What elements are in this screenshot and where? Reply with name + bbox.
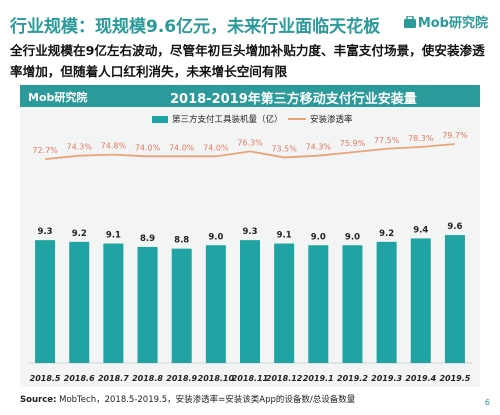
line-value-label: 79.7% (442, 131, 468, 140)
line-value-label: 78.3% (408, 134, 434, 143)
bar-value-label: 9.0 (311, 232, 326, 242)
summary-text: 全行业规模在9亿左右波动，尽管年初巨头增加补贴力度、丰富支付场景，使安装渗透率增… (10, 43, 485, 79)
legend-bar-swatch (152, 115, 168, 123)
line-value-label: 77.5% (374, 136, 400, 145)
source-label: Source: (20, 395, 57, 405)
legend-bar-label: 第三方支付工具装机量（亿） (172, 115, 283, 125)
bar-value-label: 9.1 (277, 231, 292, 241)
bar-value-label: 9.6 (447, 222, 462, 232)
bar-value-label: 8.9 (140, 234, 155, 244)
penetration-rate-line (44, 143, 456, 161)
line-value-label: 72.7% (32, 146, 58, 155)
x-tick-label: 2019.4 (405, 374, 436, 383)
bar (444, 235, 465, 363)
bar (376, 241, 397, 363)
chart-title: 2018-2019年第三方移动支付行业安装量 (170, 92, 417, 107)
line-value-label: 74.3% (306, 143, 332, 152)
bar (240, 240, 260, 363)
bar (35, 240, 56, 363)
chart-panel: Mob研究院 2018-2019年第三方移动支付行业安装量 第三方支付工具装机量… (20, 85, 480, 387)
x-tick-label: 2018.9 (166, 374, 197, 383)
bar (103, 243, 124, 363)
bar-value-label: 9.3 (242, 227, 257, 237)
line-value-label: 75.9% (340, 139, 366, 148)
bar-value-label: 9.4 (413, 225, 428, 235)
chart-canvas: 9.3 2018.5 9.2 2018.6 9.1 2018.7 8.9 2018.8 8.8 2… (28, 131, 472, 383)
x-tick-label: 2019.3 (371, 374, 402, 383)
bar (308, 245, 329, 363)
bar-value-label: 9.2 (379, 229, 394, 239)
line-value-label: 74.0% (135, 143, 161, 152)
bar-value-label: 8.8 (174, 236, 189, 246)
line-value-label: 74.3% (67, 143, 93, 152)
line-value-label: 73.5% (271, 144, 297, 153)
bar-value-label: 9.3 (38, 227, 53, 237)
x-tick-label: 2018.7 (98, 374, 129, 383)
brand-logo: Mob研究院 (403, 12, 488, 31)
line-value-label: 74.8% (101, 142, 127, 151)
page-title: 行业规模：现规模9.6亿元，未来行业面临天花板 (10, 17, 381, 37)
x-tick-label: 2018.6 (64, 374, 95, 383)
x-tick-label: 2019.1 (303, 374, 334, 383)
x-tick-label: 2018.11 (232, 374, 268, 383)
x-tick-label: 2019.2 (337, 374, 368, 383)
bar (205, 245, 226, 363)
bar (137, 246, 158, 363)
x-tick-label: 2018.5 (30, 374, 61, 383)
bar-value-label: 9.1 (106, 231, 121, 241)
legend-bar: 第三方支付工具装机量（亿） (152, 113, 283, 125)
x-tick-label: 2018.8 (132, 374, 163, 383)
x-tick-label: 2019.5 (439, 374, 470, 383)
source-note: Source: MobTech，2018.5-2019.5，安装渗透率=安装该类… (20, 393, 355, 405)
page-number: 6 (484, 398, 490, 407)
line-value-label: 74.0% (203, 143, 229, 152)
bar (342, 245, 363, 363)
legend-line: 安装渗透率 (288, 113, 353, 125)
legend-line-swatch (288, 118, 306, 120)
bar-value-label: 9.0 (208, 232, 223, 242)
source-text: MobTech，2018.5-2019.5，安装渗透率=安装该类App的设备数/… (56, 395, 356, 405)
bar (171, 248, 192, 363)
line-value-label: 76.3% (237, 138, 263, 147)
chart-banner: Mob研究院 2018-2019年第三方移动支付行业安装量 (20, 85, 480, 107)
bar-value-label: 9.2 (72, 229, 87, 239)
bar (69, 241, 90, 363)
banner-brand: Mob研究院 (28, 91, 88, 104)
brand-name: Mob研究院 (417, 16, 488, 31)
mob-logo-icon (403, 15, 416, 28)
x-tick-label: 2018.10 (198, 374, 235, 383)
bar (274, 243, 295, 363)
legend-line-label: 安装渗透率 (310, 115, 353, 125)
bar (410, 238, 431, 363)
bar-value-label: 9.0 (345, 232, 360, 242)
x-tick-label: 2018.12 (266, 374, 303, 383)
line-value-label: 74.0% (169, 143, 195, 152)
